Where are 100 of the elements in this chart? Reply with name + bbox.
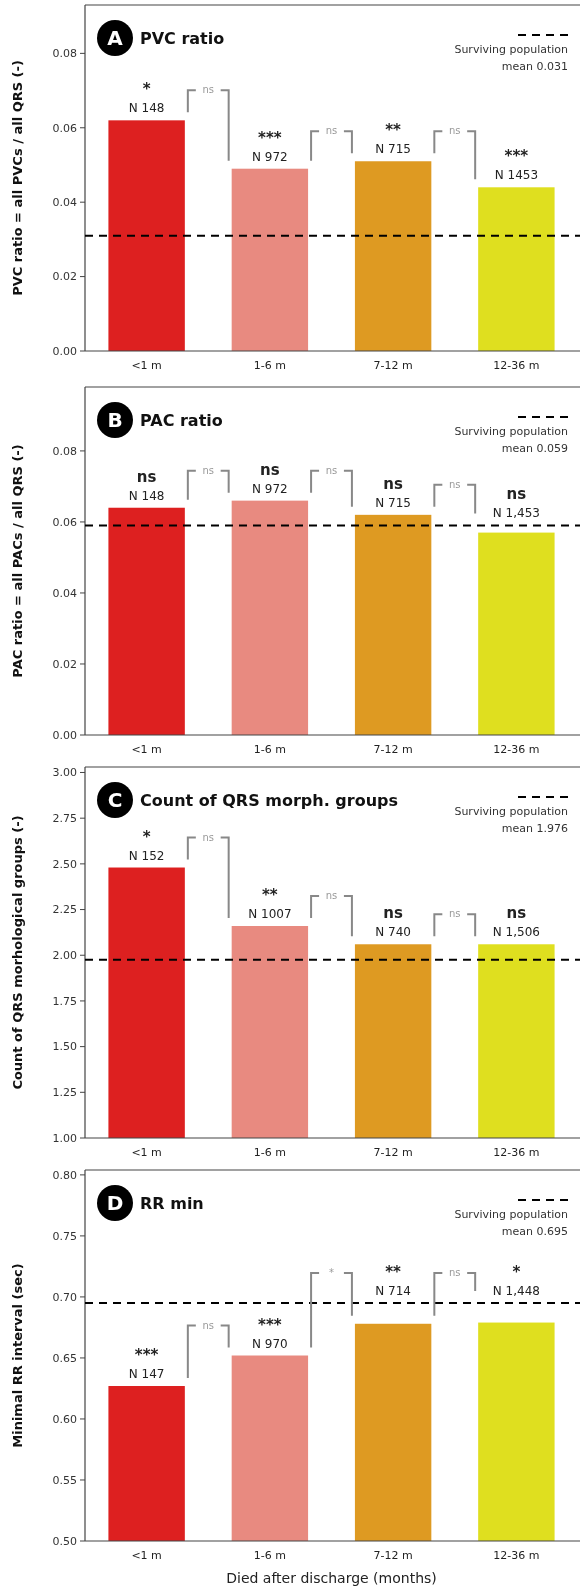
y-tick-label: 0.65	[52, 1351, 77, 1365]
annotation: ***	[134, 1346, 159, 1365]
annotation: ns	[202, 84, 215, 96]
legend-label: Surviving population mean 0.059	[454, 425, 569, 455]
annotation: N 715	[375, 142, 411, 157]
y-tick-label: 0.70	[52, 1290, 77, 1304]
annotation: ns	[506, 485, 527, 504]
legend-label: Surviving population mean 0.695	[454, 1208, 569, 1238]
y-axis-title: PAC ratio = all PACs / all QRS (-)	[10, 444, 25, 678]
y-axis-title: Minimal RR interval (sec)	[10, 1263, 25, 1448]
y-tick-label: 0.80	[52, 1168, 77, 1182]
annotation: N 148	[128, 488, 165, 503]
y-tick-label: 0.00	[52, 344, 77, 358]
annotation: ns	[325, 125, 338, 137]
bar	[231, 168, 309, 351]
annotation: **	[262, 886, 278, 904]
annotation: *	[329, 1267, 334, 1279]
x-tick-label: 7-12 m	[373, 359, 413, 372]
y-axis-title: PVC ratio = all PVCs / all QRS (-)	[10, 60, 25, 296]
annotation: ns	[202, 831, 215, 843]
annotation: N 152	[128, 848, 165, 863]
annotation: N 1,453	[492, 506, 540, 521]
annotation: ns	[506, 904, 527, 923]
annotation: ns	[448, 1267, 461, 1279]
x-tick-label: 7-12 m	[373, 743, 413, 756]
x-tick-label: <1 m	[131, 1146, 162, 1159]
y-tick-label: 0.08	[52, 444, 77, 458]
annotation: C	[107, 788, 123, 813]
legend-label: Surviving population mean 1.976	[454, 805, 569, 835]
bar	[231, 500, 309, 735]
y-tick-label: 1.50	[52, 1040, 77, 1054]
annotation: N 147	[128, 1367, 165, 1382]
y-tick-label: 0.02	[52, 270, 77, 284]
annotation: N 972	[252, 149, 288, 164]
annotation: ns	[383, 474, 403, 493]
annotation: N 972	[252, 481, 288, 496]
annotation: **	[385, 1263, 402, 1282]
y-tick-label: 0.55	[52, 1473, 77, 1487]
annotation: N 1453	[494, 168, 539, 183]
x-tick-label: 12-36 m	[493, 1549, 540, 1562]
annotation: ns	[448, 125, 461, 137]
annotation: N 1,506	[492, 925, 540, 940]
x-axis-title: Died after discharge (months)	[226, 1570, 437, 1586]
annotation: ***	[258, 128, 282, 147]
text: PVC ratio	[140, 29, 225, 48]
x-tick-label: 12-36 m	[493, 359, 540, 372]
y-tick-label: 0.04	[52, 586, 77, 600]
annotation: ***	[258, 1315, 282, 1334]
annotation: ns	[325, 890, 338, 901]
x-tick-label: 12-36 m	[493, 743, 540, 756]
annotation: ns	[260, 460, 280, 479]
annotation: D	[106, 1191, 124, 1216]
x-tick-label: 1-6 m	[253, 1549, 286, 1562]
y-tick-label: 0.02	[52, 657, 77, 671]
y-tick-label: 0.50	[52, 1534, 77, 1548]
annotation: **	[385, 121, 402, 140]
x-tick-label: <1 m	[131, 1549, 162, 1562]
annotation: N 970	[252, 1336, 288, 1351]
annotation: ***	[504, 147, 529, 166]
annotation: *	[142, 827, 151, 846]
y-axis-title: Count of QRS morhological groups (-)	[10, 815, 25, 1090]
annotation: ns	[136, 467, 157, 486]
text: RR min	[140, 1194, 204, 1213]
x-tick-label: 1-6 m	[253, 743, 286, 756]
y-tick-label: 0.04	[52, 196, 77, 210]
x-tick-label: <1 m	[131, 359, 162, 372]
x-tick-label: 7-12 m	[373, 1549, 413, 1562]
annotation: N 715	[375, 495, 411, 510]
annotation: *	[142, 80, 151, 99]
y-tick-label: 2.00	[52, 949, 77, 963]
y-tick-label: 2.25	[52, 903, 77, 917]
annotation: ns	[448, 908, 461, 920]
x-tick-label: 7-12 m	[373, 1146, 413, 1159]
y-tick-label: 1.00	[52, 1131, 77, 1145]
y-tick-label: 2.50	[52, 857, 77, 871]
bar	[478, 532, 555, 735]
y-tick-label: 0.08	[52, 47, 77, 61]
annotation: ns	[448, 478, 461, 490]
annotation: N 1,448	[492, 1284, 540, 1299]
y-tick-label: 2.75	[52, 812, 77, 826]
bar	[354, 161, 432, 351]
annotation: ns	[202, 464, 215, 476]
x-tick-label: 12-36 m	[493, 1146, 540, 1159]
y-tick-label: 0.75	[52, 1229, 77, 1243]
legend-label: Surviving population mean 0.031	[454, 43, 569, 73]
bar	[478, 187, 555, 351]
bar	[354, 514, 432, 735]
x-tick-label: 1-6 m	[253, 359, 286, 372]
y-tick-label: 0.60	[52, 1412, 77, 1426]
annotation: ns	[325, 464, 338, 476]
y-tick-label: 3.00	[52, 766, 77, 780]
annotation: *	[512, 1263, 521, 1282]
y-tick-label: 1.25	[52, 1086, 77, 1100]
y-tick-label: 1.75	[52, 994, 77, 1008]
text: Count of QRS morph. groups	[140, 791, 399, 810]
annotation: N 714	[375, 1284, 411, 1299]
bar	[108, 507, 185, 735]
y-tick-label: 0.06	[52, 121, 77, 135]
annotation: N 148	[128, 101, 165, 116]
x-tick-label: 1-6 m	[253, 1146, 286, 1159]
